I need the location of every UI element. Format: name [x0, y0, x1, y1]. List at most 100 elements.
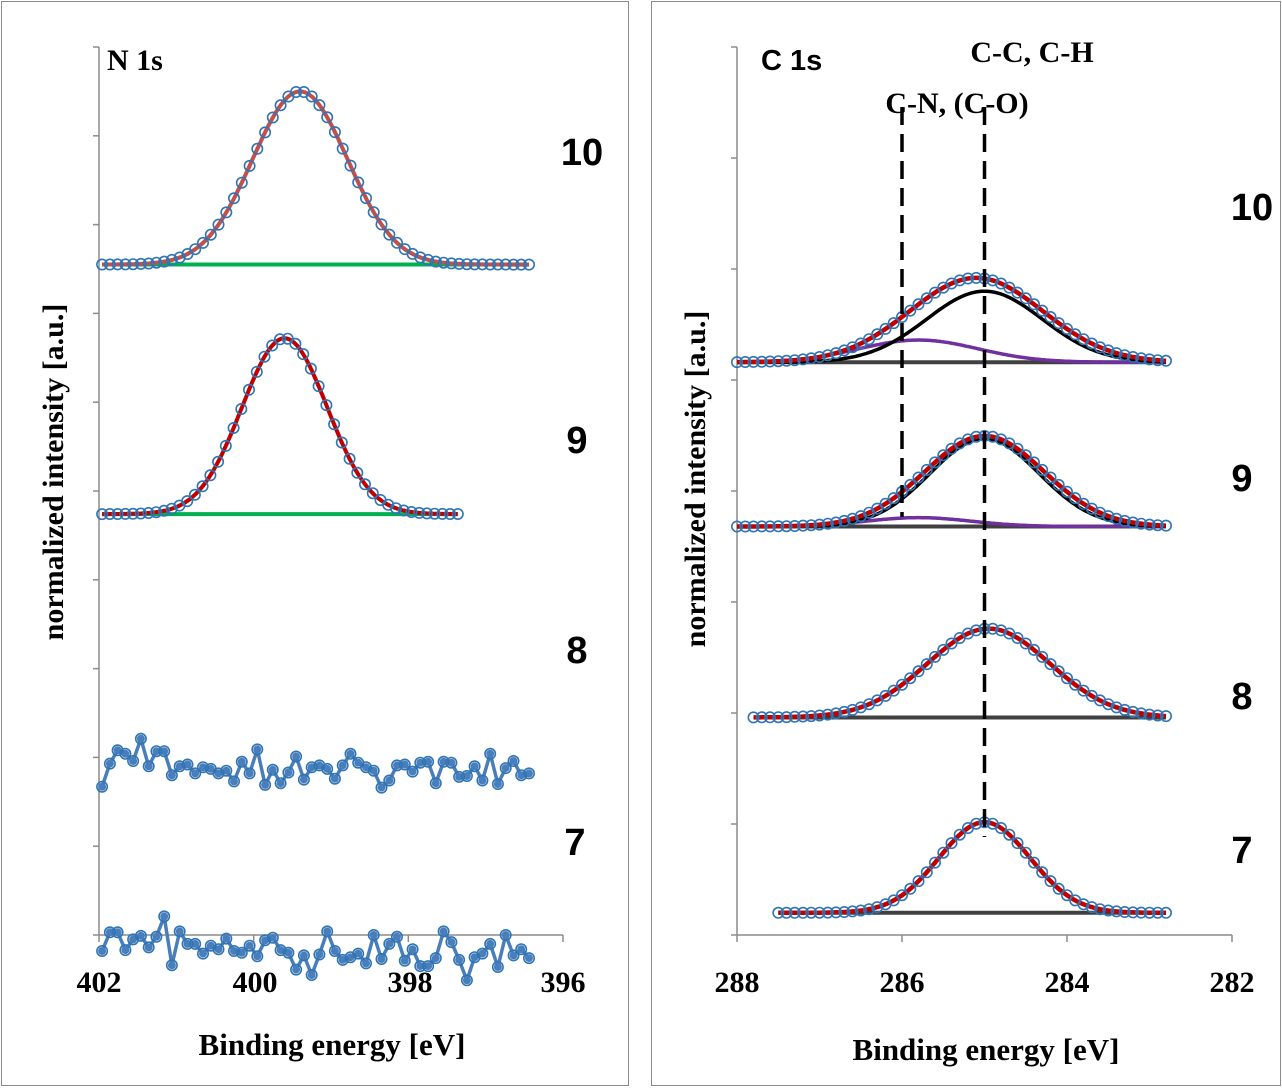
n1s-series-10-data-point [259, 126, 272, 139]
c1s-series-7-data-point [830, 906, 843, 919]
n1s-series-9-data-point [127, 507, 140, 520]
c1s-series-10-data-point [755, 355, 768, 368]
n1s-series-10-data-point [103, 258, 116, 271]
n1s-series-8-data-point [173, 760, 186, 773]
n1s-series-9-data-point [165, 502, 178, 515]
c1s-y-axis-label: normalized intensity [a.u.] [679, 311, 712, 648]
n1s-series-8-data-point [96, 780, 109, 793]
n1s-series-9-data-point [266, 339, 279, 352]
n1s-series-8-line-marker [478, 776, 487, 785]
n1s-series-10-fit-line [102, 89, 529, 267]
c1s-series-7-data-point [945, 837, 958, 850]
n1s-series-8-line-marker [276, 779, 285, 788]
n1s-series-10-data-point [158, 255, 171, 268]
n1s-series-7-data-point [297, 949, 310, 962]
n1s-series-8-line-marker [230, 777, 238, 786]
c1s-series-10-data-point [1027, 298, 1040, 311]
n1s-series-7-data-point [344, 951, 357, 964]
c1s-series-7-data-point [838, 905, 851, 918]
n1s-series-7-data-point [127, 933, 140, 946]
n1s-series-8-data-point [259, 778, 272, 791]
n1s-chart-panel: N 1s Binding energy [eV] normalized inte… [1, 1, 629, 1086]
n1s-series-10-data-point [204, 228, 217, 241]
n1s-series-7-data-point [274, 944, 287, 957]
n1s-series-8-line-marker [136, 734, 145, 743]
n1s-series-9-data-point [227, 421, 240, 434]
n1s-series-8-line-marker [408, 767, 417, 776]
n1s-series-8-data-point [212, 767, 225, 780]
c1s-series-7-data-point [1143, 906, 1156, 919]
n1s-series-7-line-marker [144, 943, 153, 952]
n1s-series-7-data-point [375, 952, 388, 965]
n1s-series-8-data-point [189, 767, 202, 780]
n1s-series-label-10: 10 [561, 132, 603, 174]
c1s-series-10-data-point [879, 322, 892, 335]
c1s-series-8-data-point [994, 624, 1007, 637]
c1s-series-10-data-point [780, 354, 793, 367]
c1s-series-9-data-point [961, 433, 974, 446]
n1s-series-10-data-point [499, 258, 512, 271]
n1s-series-7-line-marker [501, 931, 510, 939]
n1s-series-8-data-point [390, 759, 403, 772]
n1s-series-7-data-point [204, 939, 217, 952]
n1s-series-9-data-point [351, 466, 364, 479]
n1s-series-7-line-marker [98, 947, 107, 955]
c1s-series-9-data-point [797, 519, 810, 532]
n1s-series-7-data-point [305, 968, 318, 981]
c1s-series-9-data-point [821, 517, 834, 530]
n1s-y-axis-label: normalized intensity [a.u.] [37, 304, 70, 641]
n1s-series-7-data-point [476, 947, 489, 960]
n1s-series-9-data-point [297, 348, 310, 361]
c1s-plot-area [731, 46, 1233, 942]
c1s-series-10-data-point [1052, 317, 1065, 330]
c1s-series-10-data-point [1036, 304, 1049, 317]
c1s-series-9-data-point [838, 514, 851, 527]
c1s-series-7-data-point [1019, 846, 1032, 859]
n1s-series-8-data-point [197, 761, 210, 774]
n1s-series-9-data-point [444, 507, 457, 520]
c1s-series-10-data-point [1118, 349, 1131, 362]
c1s-series-10-data-point [797, 353, 810, 366]
n1s-series-7-line-marker [493, 963, 502, 971]
n1s-series-10-data-point [383, 228, 396, 241]
n1s-series-7-data-point [515, 943, 528, 956]
c1s-series-9-data-point [747, 520, 760, 533]
c1s-series-7-data-point [813, 906, 826, 919]
n1s-series-7-data-point [235, 946, 248, 959]
c1s-series-10-data-point [1093, 341, 1106, 354]
c1s-series-8-data-point [813, 709, 826, 722]
c1s-series-7-data-point [1060, 889, 1073, 902]
c1s-series-10-data-point [747, 355, 760, 368]
n1s-series-7-data-point [228, 944, 241, 957]
n1s-series-7-data-point [437, 925, 450, 938]
c1s-series-8-data-point [846, 703, 859, 716]
c1s-series-8-data-point [945, 637, 958, 650]
n1s-series-8-data-point [359, 761, 372, 774]
n1s-series-9-data-point [235, 402, 248, 415]
n1s-series-7-data-point [522, 952, 535, 965]
c1s-series-8-data-point [961, 627, 974, 640]
c1s-series-7-data-point [871, 901, 884, 914]
n1s-series-7-line-marker [393, 932, 401, 941]
c1s-series-10-data-point [970, 271, 983, 284]
n1s-series-10-data-point [111, 258, 124, 271]
c1s-series-7-data-point [772, 906, 785, 919]
n1s-series-10-data-point [96, 258, 109, 271]
n1s-series-7-line-marker [486, 939, 495, 948]
n1s-series-7-data-point [197, 947, 210, 960]
n1s-series-8-line-marker [105, 759, 114, 768]
n1s-series-9-data-point [382, 498, 395, 511]
n1s-series-10-data-point [522, 258, 535, 271]
n1s-series-8-data-point [165, 769, 178, 782]
c1s-series-8-data-point [896, 678, 909, 691]
n1s-series-10-data-point [321, 111, 334, 124]
n1s-series-7-line-marker [525, 954, 533, 963]
n1s-x-axis-label: Binding energy [eV] [199, 1027, 466, 1062]
c1s-series-10-data-point [945, 277, 958, 290]
c1s-x-axis-label: Binding energy [eV] [853, 1032, 1120, 1067]
c1s-series-7-data-point [1085, 901, 1098, 914]
c1s-series-8-data-point [1069, 678, 1082, 691]
c1s-series-label-9: 9 [1231, 458, 1252, 500]
n1s-series-10-data-point [437, 256, 450, 269]
n1s-series-7-line-marker [385, 939, 394, 948]
